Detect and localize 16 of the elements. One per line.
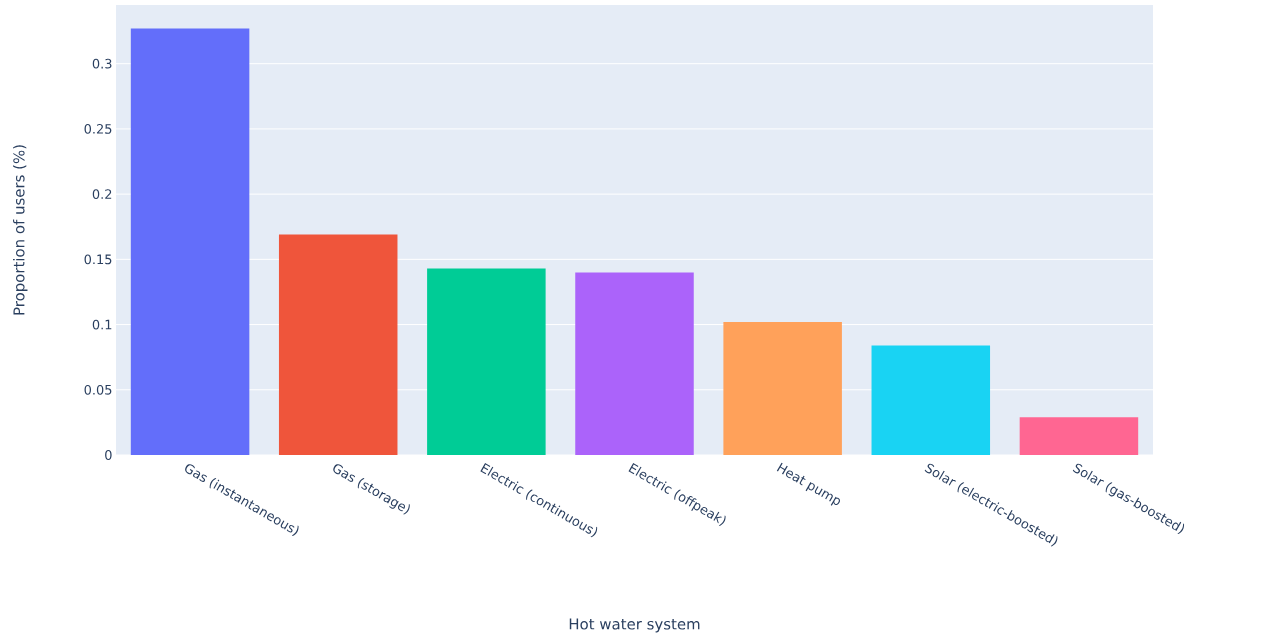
y-tick-label: 0.1 bbox=[92, 319, 112, 330]
y-tick-label: 0 bbox=[105, 450, 112, 460]
bar bbox=[871, 345, 991, 455]
x-axis-title: Hot water system bbox=[569, 618, 700, 633]
y-tick-label: 0.25 bbox=[84, 124, 112, 134]
bar bbox=[427, 268, 546, 455]
y-tick-label: 0.05 bbox=[84, 384, 112, 395]
y-axis-title: Proportion of users (%) bbox=[13, 145, 28, 315]
bar bbox=[278, 234, 398, 455]
bar bbox=[1019, 417, 1139, 455]
bar bbox=[723, 321, 842, 455]
bar bbox=[130, 28, 250, 455]
bar bbox=[575, 272, 694, 455]
y-tick-label: 0.3 bbox=[92, 58, 112, 69]
y-tick-label: 0.15 bbox=[84, 254, 112, 265]
y-tick-label: 0.2 bbox=[92, 189, 112, 200]
